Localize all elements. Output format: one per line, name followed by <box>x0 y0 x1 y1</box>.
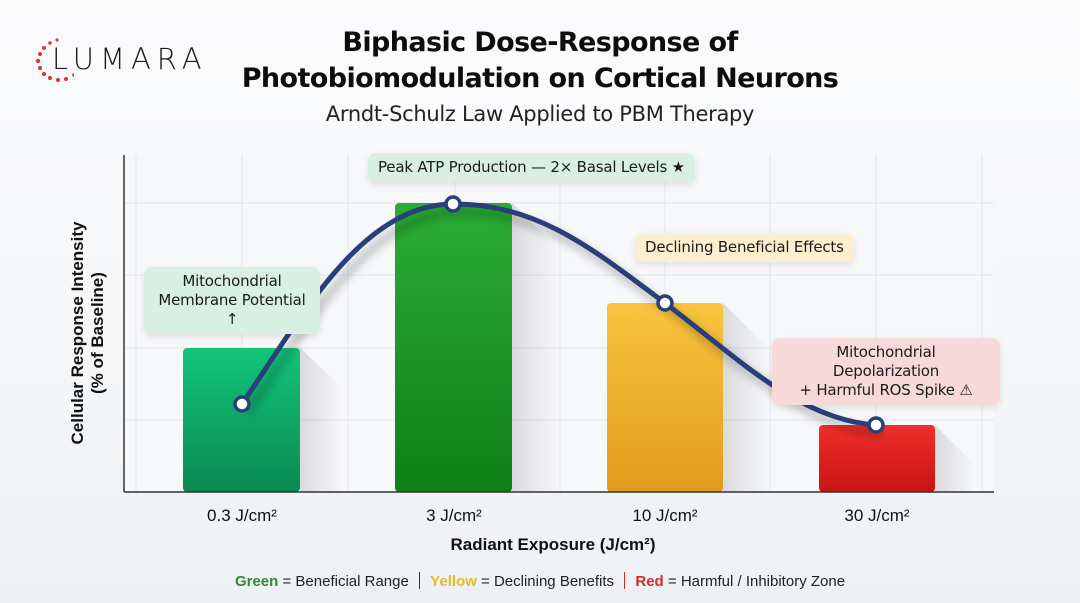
bar-30-jcm2 <box>819 425 935 492</box>
callout-harmful-line2: + Harmful ROS Spike ⚠ <box>799 381 973 399</box>
bar-3-jcm2 <box>395 203 512 492</box>
y-axis-label-line2: (% of Baseline) <box>88 272 107 394</box>
x-tick-2: 10 J/cm² <box>632 506 698 525</box>
logo-dot-ring-icon <box>35 38 74 83</box>
x-tick-0: 0.3 J/cm² <box>207 506 277 525</box>
legend-red-desc: = Harmful / Inhibitory Zone <box>663 573 846 590</box>
callout-declining-text: Declining Beneficial Effects <box>645 238 844 256</box>
callout-harmful-line1: Mitochondrial Depolarization <box>832 343 940 380</box>
callout-peak-atp: Peak ATP Production — 2× Basal Levels ★ <box>368 153 695 182</box>
point-3 <box>444 195 462 213</box>
chart-title-line2: Photobiomodulation on Cortical Neurons <box>241 63 839 94</box>
x-tick-3: 30 J/cm² <box>844 506 910 525</box>
callout-membrane-potential: Mitochondrial Membrane Potential ↑ <box>144 267 320 334</box>
callout-low-line1: Mitochondrial <box>182 272 282 290</box>
y-axis-label: Cellular Response Intensity (% of Baseli… <box>68 183 108 483</box>
logo-text: LUMARA <box>52 42 208 76</box>
callout-low-line2: Membrane Potential ↑ <box>158 291 306 328</box>
callout-declining-effects: Declining Beneficial Effects <box>635 233 854 262</box>
legend-separator <box>419 572 420 589</box>
legend-green-desc: = Beneficial Range <box>278 573 409 590</box>
legend-green-word: Green <box>234 573 279 590</box>
chart-title-line1: Biphasic Dose-Response of <box>342 27 738 58</box>
point-0.3 <box>233 395 251 413</box>
legend-yellow-word: Yellow <box>430 573 477 590</box>
legend-separator <box>624 572 626 589</box>
color-legend: Green = Beneficial Range Yellow = Declin… <box>0 572 1080 590</box>
brand-logo: LUMARA <box>34 36 204 83</box>
x-axis-label: Radiant Exposure (J/cm²) <box>450 535 656 554</box>
callout-harmful-ros: Mitochondrial Depolarization + Harmful R… <box>772 338 1000 405</box>
point-10 <box>656 294 674 312</box>
legend-yellow-desc: = Declining Benefits <box>476 573 615 590</box>
legend-red-word: Red <box>635 573 664 590</box>
callout-peak-text: Peak ATP Production — 2× Basal Levels ★ <box>378 158 685 176</box>
x-tick-1: 3 J/cm² <box>426 506 482 525</box>
y-axis-label-line1: Cellular Response Intensity <box>68 221 87 445</box>
curve-points <box>233 195 885 434</box>
dose-response-curve <box>239 201 879 428</box>
bar-10-jcm2 <box>607 303 723 492</box>
bar-0.3-jcm2 <box>183 348 300 492</box>
point-30 <box>867 416 885 434</box>
chart-subtitle: Arndt-Schulz Law Applied to PBM Therapy <box>325 102 755 126</box>
bar-shadows <box>300 203 975 492</box>
